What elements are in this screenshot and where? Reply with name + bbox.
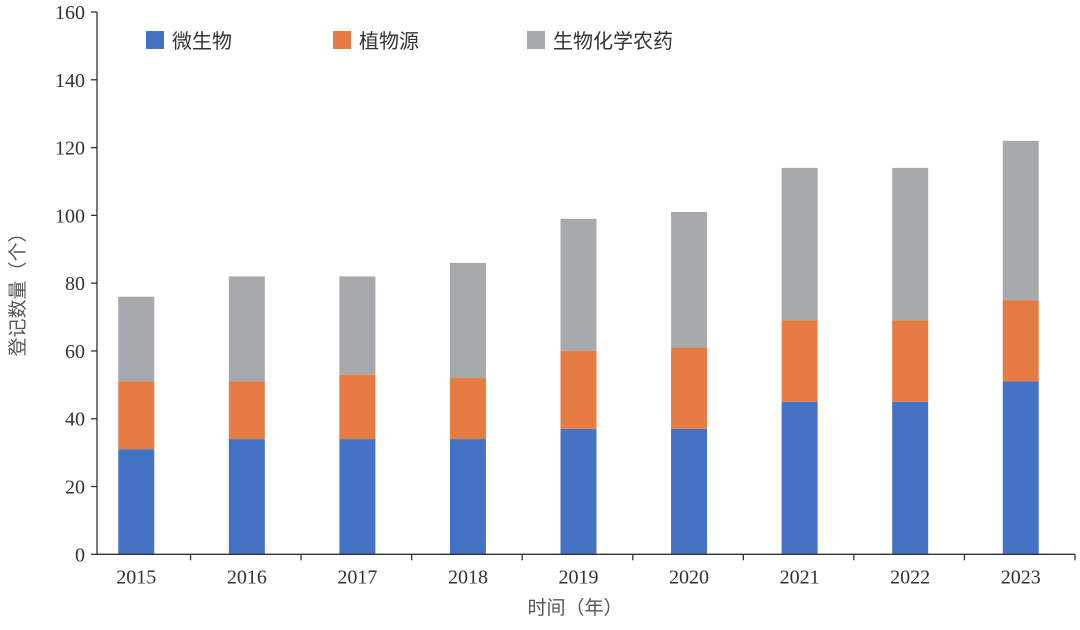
bar-segment [339,439,376,555]
x-tick-label: 2023 [1001,566,1041,588]
y-tick-label: 140 [55,70,85,92]
bar-segment [781,167,818,321]
bar-segment [1002,140,1039,301]
bar-segment [781,320,818,402]
bar-segment [671,428,708,555]
bar-segment [118,449,155,555]
x-tick-label: 2020 [669,566,709,588]
x-tick-label: 2017 [337,566,377,588]
bar-segment [671,347,708,429]
y-tick-label: 20 [65,477,85,499]
bar-segment [671,211,708,348]
bar-segment [339,276,376,375]
bar-segment [449,439,486,555]
bar-segment [1002,300,1039,382]
y-tick-label: 40 [65,409,85,431]
x-tick-label: 2022 [890,566,930,588]
legend-swatch [527,31,545,49]
x-tick-label: 2018 [448,566,488,588]
y-axis-label: 登记数量（个） [7,223,29,356]
y-tick-label: 120 [55,138,85,160]
bar-segment [892,167,929,321]
bar-segment [118,381,155,450]
bar-segment [228,381,265,440]
x-axis-label: 时间（年） [527,597,622,619]
x-tick-label: 2015 [116,566,156,588]
y-tick-label: 80 [65,273,85,295]
x-tick-label: 2019 [559,566,599,588]
bar-segment [228,439,265,555]
bar-segment [560,428,597,555]
bar-segment [892,320,929,402]
legend-label: 生物化学农药 [553,29,673,53]
bar-segment [560,350,597,429]
legend: 微生物 植物源 生物化学农药 [146,29,673,53]
bar-segment [228,276,265,382]
y-tick-label: 0 [75,544,85,566]
x-tick-label: 2021 [780,566,820,588]
x-tick-label: 2016 [227,566,267,588]
legend-swatch [333,31,351,49]
bar-segment [892,401,929,555]
bar-segment [781,401,818,555]
legend-swatch [146,31,164,49]
bar-segment [118,296,155,382]
y-tick-label: 100 [55,205,85,227]
bar-segment [1002,381,1039,555]
bar-segment [449,262,486,379]
legend-label: 微生物 [172,29,232,53]
bar-segment [449,378,486,440]
bar-segment [339,374,376,440]
y-tick-label: 160 [55,2,85,24]
legend-label: 植物源 [359,29,419,53]
bars [118,140,1039,555]
y-tick-label: 60 [65,341,85,363]
bar-segment [560,218,597,351]
axes: 0 20 40 60 80 100 120 140 160 2015 2016 2017 2018 201… [55,2,1076,588]
